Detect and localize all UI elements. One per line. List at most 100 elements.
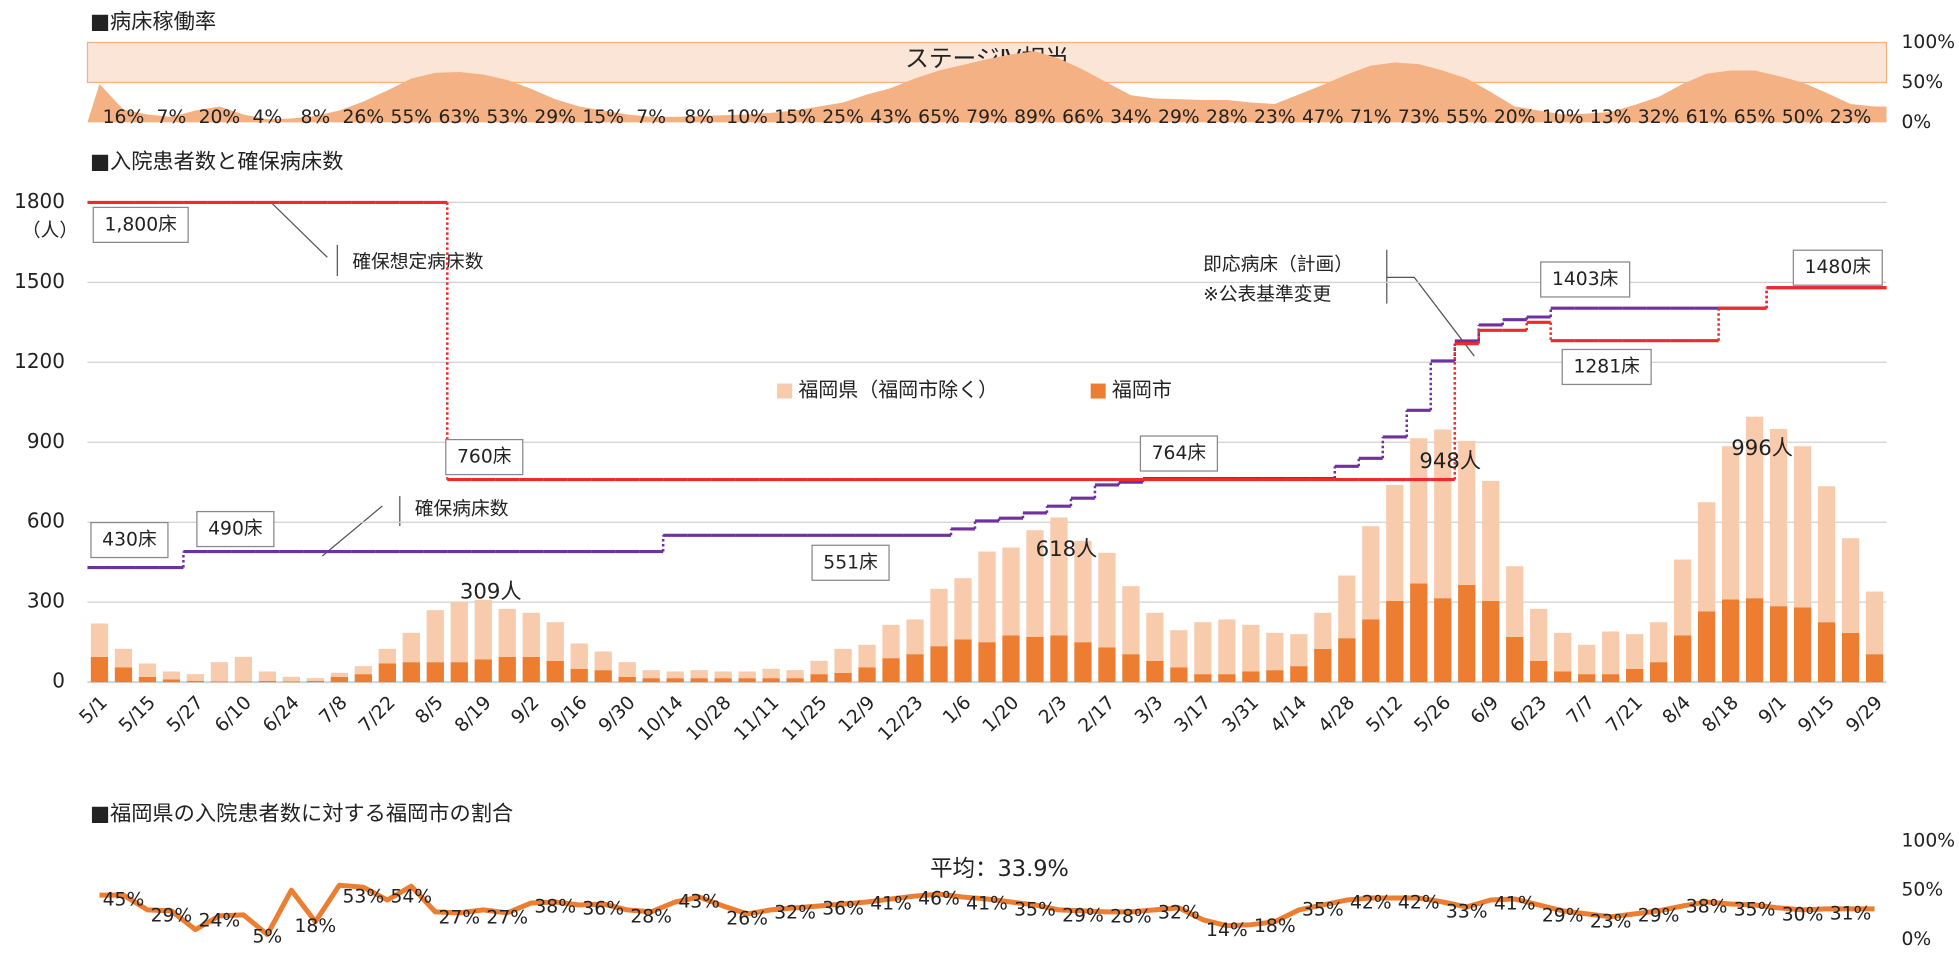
bar: [1146, 660, 1164, 683]
bar: [594, 670, 612, 683]
bar: [162, 671, 181, 680]
bar: [1769, 428, 1788, 607]
bar: [810, 674, 828, 683]
bar: [378, 663, 396, 683]
value-label: 1281床: [1573, 356, 1640, 377]
bar: [1530, 608, 1548, 661]
x-tick-label: 12/9: [835, 692, 880, 737]
bar: [1170, 667, 1188, 683]
bar: [402, 662, 420, 683]
y-tick-label: 100%: [1902, 830, 1956, 851]
x-tick-label: 3/17: [1171, 692, 1216, 737]
data-label: 66%: [1062, 107, 1104, 128]
data-label: 36%: [582, 898, 624, 919]
data-label: 28%: [1206, 107, 1248, 128]
data-label: 55%: [390, 107, 432, 128]
data-label: 10%: [726, 107, 768, 128]
bar: [618, 676, 636, 683]
bar: [906, 619, 924, 655]
x-tick-label: 3/3: [1131, 692, 1167, 728]
bar: [570, 643, 588, 669]
legend-label: 福岡県（福岡市除く）: [798, 378, 998, 402]
y-tick-label: 300: [27, 589, 65, 613]
y-tick-label: 1800: [14, 189, 65, 213]
data-label: 29%: [1638, 905, 1680, 926]
bar: [210, 681, 229, 683]
value-label: 490床: [208, 519, 263, 540]
data-label: 5%: [253, 927, 283, 948]
bar: [1554, 671, 1572, 683]
data-label: 29%: [1158, 107, 1200, 128]
bar: [474, 599, 492, 660]
bar: [498, 656, 516, 683]
bar: [1793, 607, 1812, 683]
bar: [1386, 484, 1404, 601]
bar: [1602, 631, 1620, 675]
value-label: 1,800床: [105, 214, 178, 235]
callouts: 確保想定病床数 確保病床数 即応病床（計画） ※公表基準変更: [271, 203, 1475, 557]
bar: [1434, 429, 1452, 599]
bar: [1506, 566, 1524, 637]
bar: [1338, 638, 1356, 683]
bar: [1002, 635, 1020, 683]
bar: [1626, 634, 1644, 669]
data-label: 13%: [1590, 107, 1632, 128]
chart-title: ■入院患者数と確保病床数: [90, 149, 343, 174]
bar: [186, 674, 205, 681]
bar: [1697, 502, 1716, 612]
bar: [306, 680, 324, 683]
bar: [906, 654, 924, 683]
bar: [738, 678, 756, 683]
bar: [402, 632, 420, 663]
data-label: 7%: [636, 107, 666, 128]
data-label: 8%: [300, 107, 330, 128]
bar: [1434, 598, 1452, 683]
bar: [1050, 517, 1068, 636]
bar: [1410, 583, 1428, 683]
bar: [258, 680, 277, 683]
bar: [1050, 635, 1068, 683]
data-label: 29%: [534, 107, 576, 128]
bar: [1026, 530, 1044, 637]
data-label: 31%: [1830, 903, 1872, 924]
data-label: 28%: [1110, 906, 1152, 927]
bar: [330, 676, 348, 683]
bar: [978, 642, 996, 683]
data-label: 20%: [199, 107, 241, 128]
label-box: [1792, 249, 1883, 286]
x-tick-label: 6/9: [1467, 692, 1503, 728]
bar: [666, 671, 684, 679]
y-tick-label: 0: [52, 669, 65, 693]
data-label: 71%: [1350, 107, 1392, 128]
x-tick-label: 8/4: [1659, 692, 1695, 728]
data-label: 43%: [870, 107, 912, 128]
bar: [1362, 619, 1380, 683]
bar: [1194, 674, 1212, 683]
data-label: 26%: [343, 107, 385, 128]
data-label: 61%: [1686, 107, 1728, 128]
data-label: 8%: [684, 107, 714, 128]
bar: [1386, 600, 1404, 683]
bar: [450, 662, 468, 683]
y-tick-label: 50%: [1902, 72, 1944, 93]
bar: [282, 681, 300, 683]
bar: [1146, 612, 1164, 661]
data-label: 24%: [199, 910, 241, 931]
x-tick-label: 10/28: [683, 692, 736, 745]
bar: [570, 668, 588, 683]
bar: [1314, 648, 1332, 683]
bar: [1506, 636, 1524, 683]
x-tick-label: 9/16: [547, 692, 592, 737]
bar: [618, 662, 636, 677]
x-tick-label: 7/22: [355, 692, 400, 737]
label-box: [90, 521, 169, 559]
bar: [1817, 622, 1836, 683]
data-label: 73%: [1398, 107, 1440, 128]
bar: [666, 678, 684, 683]
data-label: 15%: [582, 107, 624, 128]
y-tick-label: 0%: [1902, 929, 1932, 950]
data-label: 35%: [1014, 899, 1056, 920]
x-tick-label: 5/1: [76, 692, 112, 728]
bar: [1458, 440, 1476, 585]
bar: [1218, 619, 1236, 675]
